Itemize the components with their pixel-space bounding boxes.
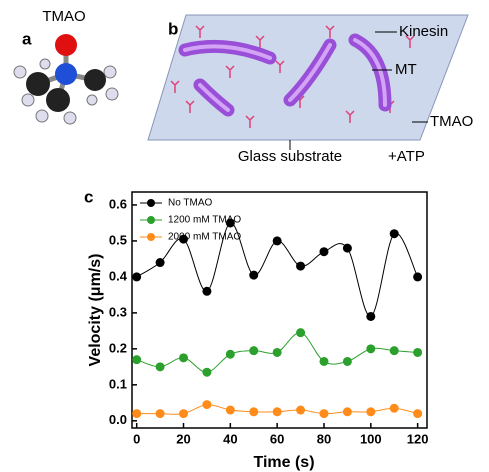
legend-label: No TMAO xyxy=(168,198,212,209)
substrate-label: Glass substrate xyxy=(238,148,342,165)
data-point xyxy=(343,357,352,366)
data-point xyxy=(249,407,258,416)
figure: a TMAO b Kinesin MT TMAO Glass substrate… xyxy=(0,0,489,472)
y-tick-label: 0.6 xyxy=(109,196,127,211)
data-point xyxy=(366,407,375,416)
data-point xyxy=(156,258,165,267)
data-point xyxy=(390,404,399,413)
data-point xyxy=(413,272,422,281)
tmao-label: TMAO xyxy=(430,113,473,130)
data-point xyxy=(366,344,375,353)
data-point xyxy=(390,229,399,238)
data-point xyxy=(413,409,422,418)
y-tick-label: 0.1 xyxy=(109,376,127,391)
mt-label: MT xyxy=(395,61,417,78)
data-point xyxy=(179,353,188,362)
page: a TMAO b Kinesin MT TMAO Glass substrate… xyxy=(0,0,489,472)
data-point xyxy=(366,312,375,321)
data-point xyxy=(319,247,328,256)
panel-label: c xyxy=(84,187,93,206)
data-point xyxy=(319,357,328,366)
data-point xyxy=(156,362,165,371)
plot-frame xyxy=(132,192,427,428)
data-point xyxy=(343,407,352,416)
data-point xyxy=(156,409,165,418)
data-point xyxy=(296,262,305,271)
data-point xyxy=(132,409,141,418)
x-tick-label: 20 xyxy=(176,431,190,446)
data-point xyxy=(202,287,211,296)
data-point xyxy=(296,328,305,337)
y-tick-label: 0.2 xyxy=(109,340,127,355)
data-point xyxy=(273,407,282,416)
x-axis-label: Time (s) xyxy=(253,454,314,471)
molecule-title: TMAO xyxy=(42,8,85,25)
x-tick-label: 60 xyxy=(270,431,284,446)
y-tick-label: 0.0 xyxy=(109,412,127,427)
panel-label: a xyxy=(22,29,32,48)
legend-marker xyxy=(147,216,155,224)
atp-label: +ATP xyxy=(388,148,425,165)
data-point xyxy=(273,236,282,245)
data-point xyxy=(226,350,235,359)
kinesin-label: Kinesin xyxy=(399,23,448,40)
legend-marker xyxy=(147,199,155,207)
data-point xyxy=(413,348,422,357)
panel-label: b xyxy=(168,19,178,38)
y-axis-label: Velocity (μm/s) xyxy=(87,254,104,367)
data-point xyxy=(273,348,282,357)
data-point xyxy=(249,271,258,280)
data-point xyxy=(296,406,305,415)
data-point xyxy=(132,272,141,281)
data-point xyxy=(249,346,258,355)
data-point xyxy=(202,368,211,377)
y-tick-label: 0.3 xyxy=(109,304,127,319)
data-point xyxy=(179,409,188,418)
legend-label: 2000 mM TMAO xyxy=(168,232,241,243)
y-tick-label: 0.5 xyxy=(109,232,127,247)
data-point xyxy=(132,355,141,364)
x-tick-label: 40 xyxy=(223,431,237,446)
x-tick-label: 100 xyxy=(360,431,382,446)
data-point xyxy=(226,406,235,415)
x-tick-label: 120 xyxy=(407,431,429,446)
legend-label: 1200 mM TMAO xyxy=(168,215,241,226)
x-tick-label: 80 xyxy=(317,431,331,446)
y-tick-label: 0.4 xyxy=(109,268,128,283)
data-point xyxy=(202,400,211,409)
x-tick-label: 0 xyxy=(133,431,140,446)
legend-marker xyxy=(147,233,155,241)
data-point xyxy=(319,409,328,418)
data-point xyxy=(343,244,352,253)
data-point xyxy=(390,346,399,355)
